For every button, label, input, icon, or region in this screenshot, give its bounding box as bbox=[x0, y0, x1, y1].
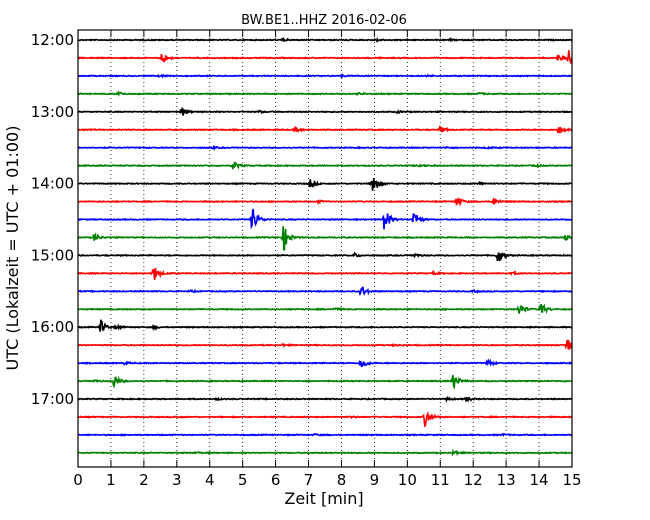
x-tick-label: 12 bbox=[464, 471, 483, 489]
y-axis-label: UTC (Lokalzeit = UTC + 01:00) bbox=[3, 126, 22, 371]
seismogram-trace bbox=[77, 90, 573, 97]
chart-title: BW.BE1..HHZ 2016-02-06 bbox=[241, 13, 407, 28]
seismogram-trace bbox=[77, 196, 573, 207]
seismogram-trace bbox=[77, 107, 573, 116]
x-tick-label: 15 bbox=[562, 471, 581, 489]
y-tick-label: 16:00 bbox=[31, 318, 74, 336]
seismogram-trace bbox=[77, 339, 573, 350]
seismogram-trace bbox=[77, 161, 573, 170]
seismogram-trace bbox=[77, 208, 573, 230]
x-tick-label: 0 bbox=[73, 471, 83, 489]
seismogram-trace bbox=[77, 267, 573, 280]
y-tick-label: 17:00 bbox=[31, 390, 74, 408]
seismogram-trace bbox=[77, 124, 573, 134]
seismogram-trace bbox=[77, 358, 572, 368]
seismogram-trace bbox=[77, 286, 573, 296]
seismogram-trace bbox=[77, 226, 573, 251]
seismogram-trace bbox=[77, 251, 573, 262]
x-tick-label: 1 bbox=[106, 471, 116, 489]
y-tick-label: 13:00 bbox=[31, 103, 74, 121]
x-tick-label: 3 bbox=[172, 471, 182, 489]
x-tick-label: 5 bbox=[238, 471, 248, 489]
grid-layer bbox=[78, 30, 572, 467]
x-axis-label: Zeit [min] bbox=[284, 489, 363, 508]
seismogram-trace bbox=[77, 178, 573, 191]
seismogram-trace bbox=[77, 145, 573, 151]
x-tick-label: 4 bbox=[205, 471, 215, 489]
seismogram-trace bbox=[77, 374, 572, 390]
y-tick-label: 15:00 bbox=[31, 246, 74, 264]
x-tick-label: 8 bbox=[337, 471, 347, 489]
trace-layer bbox=[77, 36, 573, 457]
seismogram-trace bbox=[77, 303, 573, 315]
seismogram-trace bbox=[77, 73, 573, 79]
tick-layer: 0 1 2 3 4 5 6 7 8 9 10 11 12 13 14 1512:0013:0014:0015:… bbox=[31, 30, 582, 489]
x-tick-label: 10 bbox=[398, 471, 417, 489]
x-tick-label: 11 bbox=[431, 471, 450, 489]
x-tick-label: 14 bbox=[530, 471, 549, 489]
y-tick-label: 12:00 bbox=[31, 31, 74, 49]
seismogram-trace bbox=[78, 432, 573, 437]
plot-frame bbox=[77, 29, 573, 468]
seismogram-trace bbox=[77, 50, 573, 64]
x-tick-label: 13 bbox=[497, 471, 516, 489]
x-tick-label: 2 bbox=[139, 471, 149, 489]
seismogram-trace bbox=[77, 411, 572, 428]
seismogram-trace bbox=[77, 319, 573, 332]
seismogram-trace bbox=[77, 395, 573, 404]
x-tick-label: 9 bbox=[370, 471, 380, 489]
x-tick-label: 6 bbox=[271, 471, 281, 489]
seismogram-trace bbox=[77, 36, 573, 43]
x-tick-label: 7 bbox=[304, 471, 314, 489]
seismogram-trace bbox=[77, 448, 572, 457]
y-tick-label: 14:00 bbox=[31, 175, 74, 193]
